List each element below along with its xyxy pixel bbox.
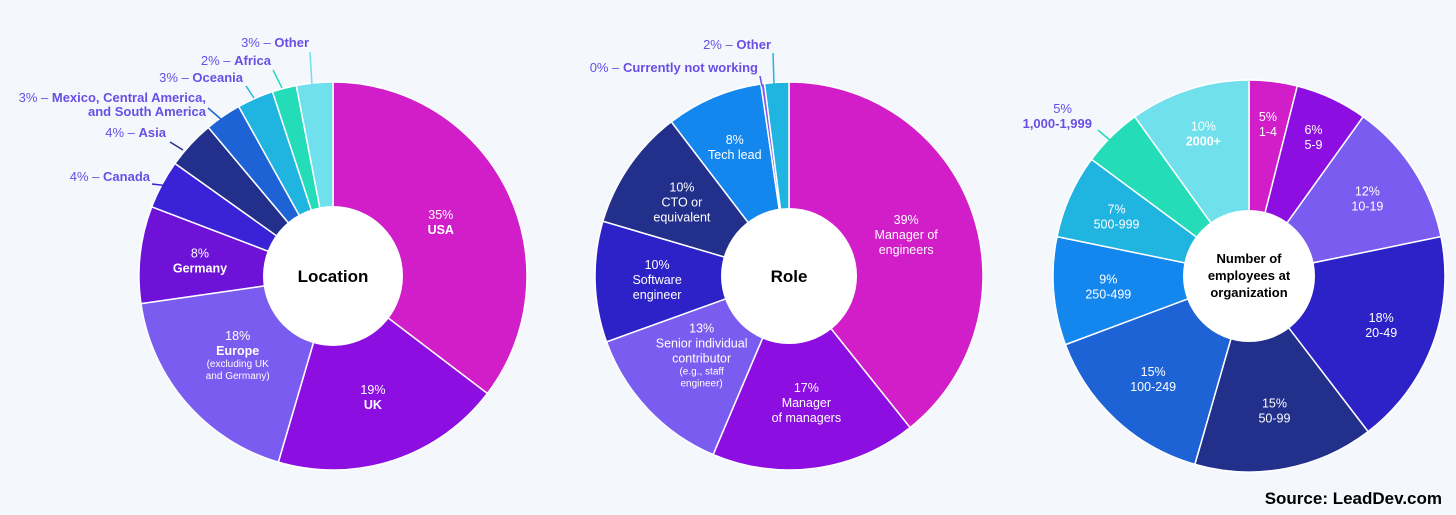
employees-label-1: 6% 5-9	[1304, 123, 1322, 152]
location-center	[263, 206, 403, 346]
source-credit: Source: LeadDev.com	[1264, 489, 1442, 508]
employees-label-3: 18% 20-49	[1365, 311, 1397, 340]
location-label-0: 35% USA	[428, 208, 454, 237]
employees-label-0: 5% 1-4	[1259, 110, 1277, 139]
employees-label-9: 10% 2000+	[1186, 120, 1221, 149]
employees-label-7: 7% 500-999	[1094, 202, 1140, 231]
employees-label-8: 5% 1,000-1,999	[1023, 101, 1092, 131]
location-title: Location	[298, 267, 369, 286]
employees-label-4: 15% 50-99	[1258, 396, 1290, 425]
role-label-2: 13% Senior individual contributor (e.g., st…	[656, 322, 748, 390]
location-label-5: 4% – Asia	[105, 125, 166, 140]
employees-leader-8	[1097, 129, 1113, 143]
role-label-6: 0% – Currently not working	[590, 60, 758, 75]
location-leader-8	[272, 69, 283, 89]
location-label-4: 4% – Canada	[70, 169, 151, 184]
location-leader-7	[245, 85, 255, 99]
role-label-5: 8% Tech lead	[708, 133, 762, 162]
location-label-7: 3% – Oceania	[159, 70, 244, 85]
location-leader-9	[309, 51, 313, 86]
role-center	[721, 208, 857, 344]
location-label-1: 19% UK	[360, 383, 385, 412]
employees-label-5: 15% 100-249	[1130, 365, 1176, 394]
location-label-3: 8% Germany	[173, 247, 227, 276]
role-slice-0	[788, 81, 984, 429]
employees-center	[1183, 210, 1315, 342]
role-slice-3	[594, 220, 792, 343]
role-title: Role	[771, 267, 808, 286]
role-slice-1	[712, 274, 912, 471]
location-leader-6	[207, 107, 223, 121]
location-label-8: 2% – Africa	[201, 53, 272, 68]
location-label-6: 3% – Mexico, Central America, and South A…	[19, 90, 207, 119]
role-label-7: 2% – Other	[703, 37, 771, 52]
location-donut: Location 35% USA 19% UK 18% Europe (excluding U…	[19, 35, 528, 471]
employees-donut: Number of employees at organization 5% 1-4 6%…	[1023, 79, 1446, 473]
employees-label-6: 9% 250-499	[1085, 272, 1131, 301]
role-label-0: 39% Manager of engineers	[875, 213, 939, 257]
employees-slice-6	[1052, 235, 1252, 346]
employees-title: Number of employees at organization	[1208, 251, 1291, 300]
location-slice-0	[332, 81, 528, 395]
location-leader-5	[169, 141, 184, 151]
location-leader-4	[151, 183, 164, 187]
role-leader-6	[759, 75, 763, 87]
location-label-2: 18% Europe (excluding UK and Germany)	[206, 329, 270, 382]
role-leader-7	[772, 52, 775, 85]
employees-label-2: 12% 10-19	[1351, 185, 1383, 214]
role-donut: Role 39% Manager of engineers 17% Manager of m…	[590, 37, 984, 471]
role-label-4: 10% CTO or equivalent	[653, 180, 711, 224]
role-label-3: 10% Software engineer	[632, 258, 681, 302]
role-label-1: 17% Manager of managers	[772, 381, 841, 425]
location-label-9: 3% – Other	[241, 35, 309, 50]
